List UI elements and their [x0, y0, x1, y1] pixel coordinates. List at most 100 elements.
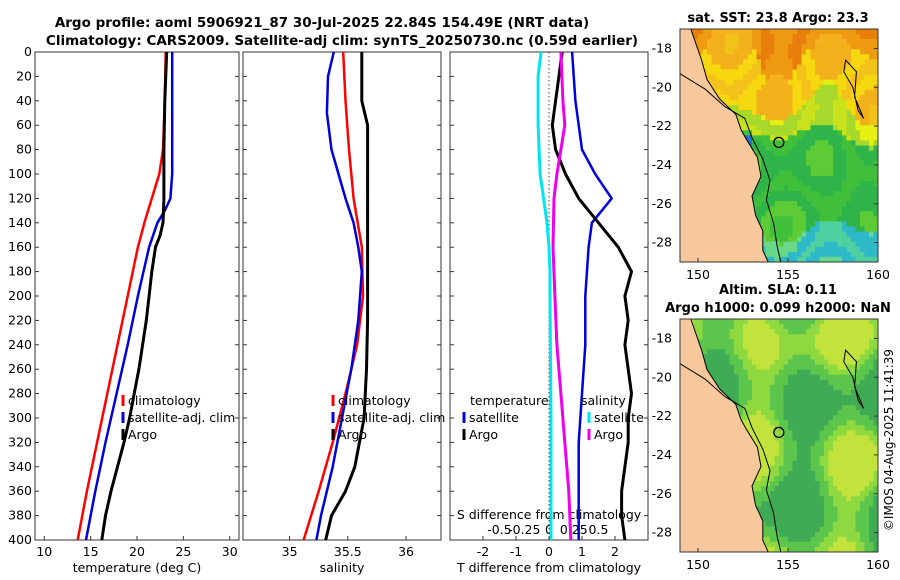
sla_map-cell	[774, 359, 780, 366]
sst_map-cell	[734, 69, 740, 76]
sst_map-cell	[779, 170, 785, 177]
sst_map-cell	[792, 160, 798, 167]
sla_map-cell	[810, 455, 816, 462]
sla_map-cell	[851, 344, 857, 350]
sst_map-cell	[819, 64, 825, 71]
sla_map-cell	[842, 450, 848, 457]
sla_map-cell	[873, 334, 878, 340]
sst_map-cell	[851, 145, 857, 152]
sst_map-cell	[810, 251, 816, 258]
sla_map-cell	[801, 374, 807, 381]
sst_map-cell	[842, 256, 848, 262]
sla_map-cell	[833, 526, 839, 533]
temperature-ytick-label: 160	[8, 239, 32, 254]
sst_map-cell	[747, 69, 753, 76]
sla_map-cell	[860, 465, 866, 472]
sst_map-cell	[747, 34, 753, 40]
sst_map-cell	[869, 34, 875, 40]
sla_map-cell	[779, 324, 785, 330]
sla_map-cell	[765, 405, 771, 411]
sla-map-title-line2: Argo h1000: 0.099 h2000: NaN	[665, 301, 891, 316]
sst_map-cell	[797, 39, 803, 45]
sla_map-cell	[783, 329, 789, 335]
sst_map-cell	[815, 84, 821, 91]
sst_map-cell	[779, 29, 785, 35]
sla_map-cell	[833, 354, 839, 361]
temperature-ytick-label: 240	[8, 337, 32, 352]
sla_map-cell	[756, 364, 762, 371]
sla_map-cell	[837, 526, 843, 533]
sst_map-cell	[873, 94, 878, 101]
sla_map-cell	[756, 486, 762, 492]
sst_map-cell	[828, 59, 834, 66]
sla_map-cell	[801, 460, 807, 467]
sst_map-cell	[824, 241, 830, 248]
sst_map-cell	[810, 69, 816, 76]
sst_map-cell	[765, 110, 771, 116]
sla_map-cell	[711, 329, 717, 335]
sst_map-cell	[864, 256, 870, 262]
sla_map-cell	[797, 354, 803, 361]
sst_map-cell	[815, 115, 821, 121]
sst_map-cell	[864, 74, 870, 81]
sla_map-cell	[770, 405, 776, 411]
sst_map-cell	[779, 226, 785, 233]
sla_map-cell	[855, 425, 861, 432]
sst_map-cell	[869, 69, 875, 76]
sla_map-cell	[819, 359, 825, 366]
sla_map-cell	[819, 460, 825, 467]
sla_map-cell	[873, 349, 878, 356]
sla_map-cell	[810, 405, 816, 411]
sst_map-cell	[716, 79, 722, 86]
sla_map-cell	[779, 369, 785, 376]
sst_map-cell	[806, 120, 812, 126]
sla_map-cell	[770, 415, 776, 421]
sst_map-cell	[711, 39, 717, 45]
differences-xlabel: T difference from climatology	[456, 560, 642, 575]
sla_map-cell	[770, 400, 776, 406]
sla_map-cell	[801, 324, 807, 330]
sst_map-cell	[702, 49, 708, 55]
sla_map-cell	[837, 541, 843, 548]
sst_map-cell	[824, 74, 830, 81]
sst_map-cell	[756, 44, 762, 50]
sla_map-cell	[779, 486, 785, 492]
sla_map-cell	[819, 319, 825, 325]
sla_map-cell	[698, 334, 704, 340]
sst_map-cell	[851, 236, 857, 243]
sla_map-cell	[770, 349, 776, 356]
sla_map-cell	[815, 506, 821, 513]
sst_map-cell	[819, 34, 825, 40]
sst_map-cell	[801, 251, 807, 258]
sla_map-cell	[810, 506, 816, 513]
sla_map-cell	[725, 384, 731, 391]
sst_map-cell	[801, 216, 807, 223]
sst_map-cell	[855, 175, 861, 182]
sla_map-cell	[756, 374, 762, 381]
sla_map-cell	[792, 501, 798, 507]
sla_map-cell	[761, 486, 767, 492]
sla_map-cell	[788, 425, 794, 432]
sst_map-cell	[725, 54, 731, 60]
sst_map-cell	[855, 211, 861, 217]
sst_map-cell	[783, 125, 789, 131]
sst_map-cell	[765, 135, 771, 142]
sla_map-cell	[837, 491, 843, 497]
sla_map-cell	[788, 476, 794, 482]
sst_map-cell	[842, 175, 848, 182]
sst_map-cell	[743, 39, 749, 45]
sla_map-cell	[806, 425, 812, 432]
sst_map-cell	[792, 175, 798, 182]
sla_map-cell	[842, 460, 848, 467]
sst_map-cell	[765, 49, 771, 55]
sst_map-cell	[860, 211, 866, 217]
sst_map-cell	[788, 49, 794, 55]
sst_map-cell	[729, 94, 735, 101]
differences-xtick-label: 2	[611, 544, 619, 559]
sla_map-cell	[738, 400, 744, 406]
sst_map-cell	[864, 251, 870, 258]
sst_map-cell	[779, 251, 785, 258]
sst_map-cell	[752, 94, 758, 101]
sst_map-cell	[765, 150, 771, 157]
sst_map-cell	[792, 221, 798, 228]
